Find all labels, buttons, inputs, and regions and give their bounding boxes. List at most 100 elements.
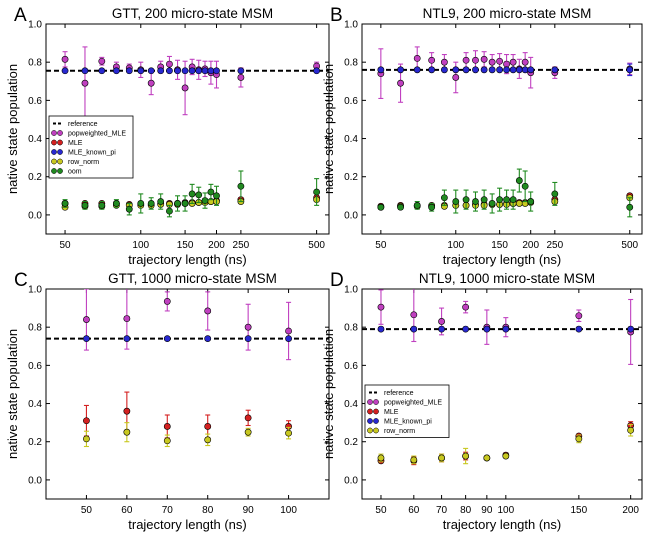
data-point (174, 67, 181, 75)
y-tick-label: 1.0 (344, 285, 358, 296)
data-point (551, 66, 559, 74)
data-point (166, 67, 173, 75)
y-tick-label: 0.6 (344, 361, 358, 372)
y-tick-label: 0.8 (28, 323, 42, 334)
panel-title: NTL9, 200 micro-state MSM (423, 6, 592, 21)
legend-label: MLE_known_pi (68, 150, 116, 157)
data-point (137, 67, 145, 75)
data-point (410, 456, 418, 464)
y-tick-label: 0.8 (28, 58, 42, 69)
x-tick-label: 150 (491, 240, 508, 251)
data-point (213, 192, 220, 200)
data-point (483, 454, 491, 462)
y-tick-label: 0.6 (28, 96, 42, 107)
panel-letter: D (330, 270, 344, 291)
legend-swatch (373, 408, 379, 415)
legend-swatch (367, 418, 373, 424)
data-point (188, 67, 196, 75)
data-point (285, 429, 292, 437)
legend-box (364, 384, 450, 438)
y-tick-label: 0.2 (28, 172, 42, 183)
data-point (472, 56, 479, 64)
data-point (509, 66, 517, 74)
data-point (627, 325, 635, 333)
data-point (244, 335, 252, 343)
data-point (440, 66, 448, 74)
data-point (81, 67, 89, 75)
panel-letter: B (330, 5, 343, 26)
data-point (83, 335, 90, 343)
x-tick-label: 50 (59, 240, 71, 251)
x-tick-label: 200 (208, 240, 225, 251)
data-point (480, 55, 488, 63)
data-point (521, 182, 529, 190)
x-tick-label: 250 (233, 240, 250, 251)
y-tick-label: 0.8 (344, 58, 358, 69)
legend-reference-label: reference (68, 121, 98, 128)
legend-swatch (57, 130, 63, 136)
data-point (204, 335, 212, 343)
data-point (123, 428, 131, 436)
data-point (496, 57, 504, 65)
y-tick-label: 0.4 (344, 399, 358, 410)
series-row-norm (83, 422, 292, 448)
series-popweighted-mle (61, 46, 321, 121)
axes-frame (361, 23, 643, 235)
data-point (438, 318, 445, 325)
data-point (575, 312, 583, 320)
data-point (244, 428, 252, 436)
data-point (112, 200, 120, 207)
legend-label: MLE (68, 140, 83, 147)
data-point (157, 67, 165, 75)
x-tick-label: 500 (621, 240, 638, 251)
axes-frame (361, 288, 643, 500)
panel-d: 0.0 0.2 0.4 0.6 0.8 1.0 50 60 70 80 90 100 150 200 tra… (321, 270, 643, 532)
data-point (163, 437, 171, 445)
data-point (626, 203, 634, 211)
x-tick-label: 200 (522, 240, 539, 251)
data-point (181, 200, 189, 207)
data-point (61, 200, 69, 207)
data-point (147, 200, 155, 207)
legend-swatch (57, 139, 63, 146)
series-mle-known-pi (83, 335, 292, 343)
data-point (157, 198, 165, 205)
data-point (452, 74, 460, 81)
data-point (81, 201, 89, 209)
data-point (410, 311, 418, 319)
panel-a: 0.0 0.2 0.4 0.6 0.8 1.0 50 100 150 200 250 500 traje… (5, 5, 330, 267)
data-point (244, 414, 252, 422)
data-point (480, 66, 488, 74)
data-point (163, 335, 171, 343)
legend-swatch (57, 149, 63, 155)
data-point (452, 198, 460, 205)
data-point (462, 303, 470, 311)
data-point (509, 58, 517, 66)
data-point (166, 207, 173, 215)
y-axis-label: native state population (5, 329, 20, 459)
x-tick-label: 60 (408, 505, 420, 516)
data-point (462, 452, 470, 460)
x-tick-label: 500 (308, 240, 325, 251)
panel-letter: C (14, 270, 28, 291)
data-point (123, 315, 131, 322)
data-point (61, 55, 69, 63)
legend-label: oom (68, 169, 82, 176)
data-point (410, 325, 418, 333)
series-oom (61, 170, 321, 218)
data-point (163, 423, 171, 430)
data-point (480, 196, 488, 204)
data-point (488, 66, 496, 74)
data-point (575, 325, 583, 333)
data-point (123, 407, 131, 415)
legend-swatch (51, 168, 57, 174)
data-point (413, 54, 421, 62)
data-point (313, 188, 321, 196)
data-point (195, 67, 203, 75)
data-point (413, 66, 421, 74)
plot-area (362, 46, 642, 218)
data-point (503, 196, 510, 204)
data-point (244, 323, 252, 331)
data-point (503, 66, 510, 74)
data-point (174, 200, 181, 207)
